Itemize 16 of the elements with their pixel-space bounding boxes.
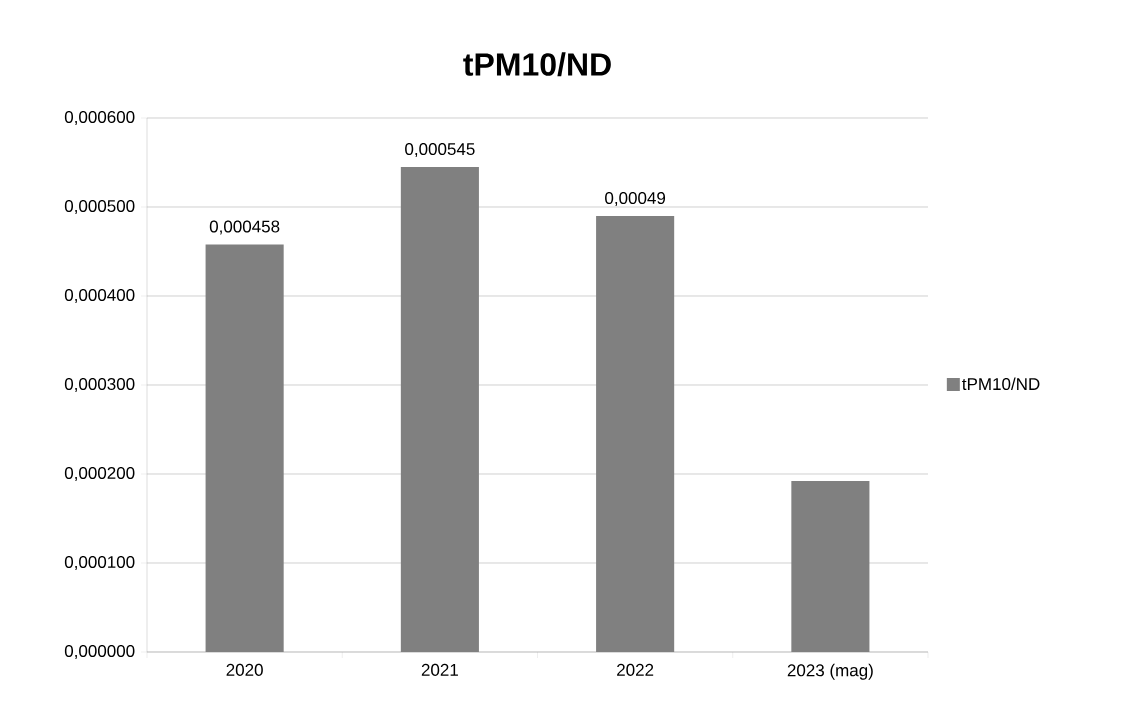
chart-title: tPM10/ND — [463, 52, 611, 77]
x-tick-label: 2021 — [421, 663, 458, 676]
data-label: 0,000458 — [209, 220, 280, 235]
y-tick-label: 0,000200 — [64, 466, 135, 482]
data-label: 0,00049 — [605, 191, 666, 207]
x-tick-label: 2020 — [226, 663, 263, 676]
y-tick-label: 0,000100 — [64, 555, 135, 571]
y-tick-label: 0,000500 — [64, 199, 135, 215]
x-tick-label: 2022 — [617, 663, 654, 676]
y-tick-label: 0,000000 — [64, 644, 135, 660]
y-tick-label: 0,000600 — [64, 110, 135, 126]
x-tick-label: 2023 (mag) — [787, 663, 873, 680]
y-tick-label: 0,000400 — [64, 288, 135, 304]
data-label: 0,000545 — [405, 143, 475, 158]
y-tick-label: 0,000300 — [64, 377, 135, 393]
legend-label: tPM10/ND — [962, 377, 1040, 391]
